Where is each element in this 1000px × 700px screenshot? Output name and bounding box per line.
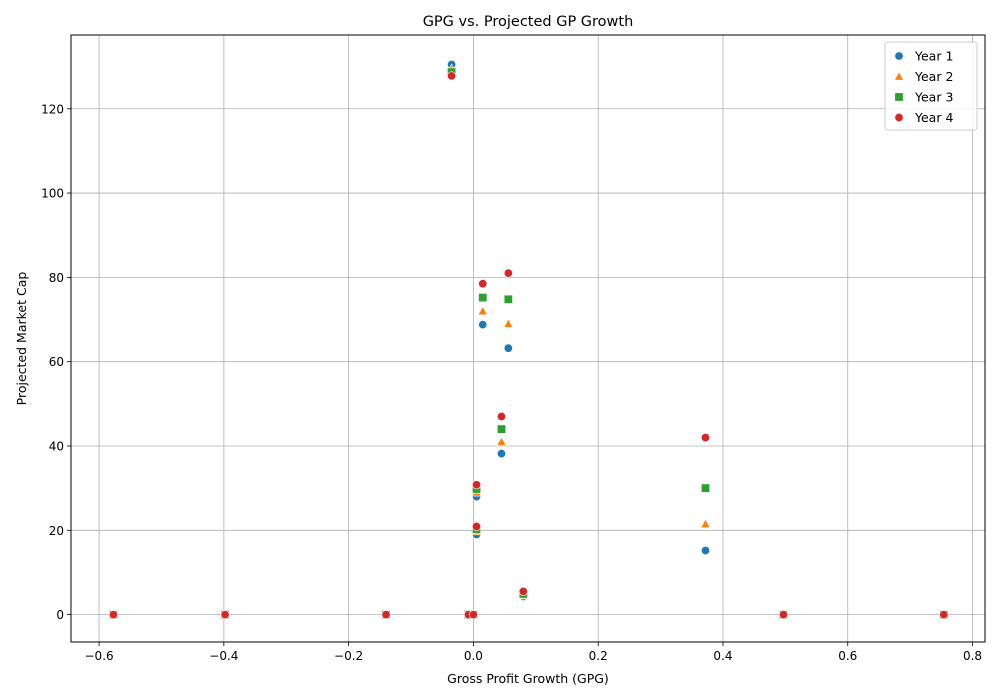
grid-lines (71, 35, 985, 642)
data-point (477, 305, 488, 316)
x-tick-label: 0.0 (464, 649, 483, 663)
x-tick-label: −0.4 (209, 649, 238, 663)
data-point (478, 320, 488, 330)
y-tick-label: 100 (41, 187, 64, 201)
legend-marker (893, 71, 905, 81)
plot-frame (70, 34, 986, 643)
data-point (108, 610, 118, 620)
data-point (503, 343, 513, 353)
y-tick-label: 0 (56, 608, 64, 622)
x-tick-label: 0.4 (713, 649, 732, 663)
data-points (108, 60, 949, 620)
data-point (472, 480, 482, 490)
legend-label: Year 2 (914, 69, 953, 84)
data-point (478, 279, 488, 289)
y-axis-ticks: 0 20 40 60 80 100 120 (41, 102, 71, 622)
legend-marker (894, 113, 904, 123)
legend: Year 1 Year 2 Year 3 Year 4 (884, 41, 978, 131)
chart-title: GPG vs. Projected GP Growth (423, 14, 634, 30)
data-point (496, 449, 506, 459)
data-point (700, 483, 710, 493)
legend-label: Year 1 (914, 49, 953, 64)
data-point (496, 411, 506, 421)
data-point (778, 610, 788, 620)
series-4-points (108, 71, 949, 620)
y-tick-label: 40 (49, 439, 64, 453)
data-point (478, 293, 488, 303)
data-point (939, 610, 949, 620)
data-point (700, 518, 711, 528)
legend-marker (894, 51, 904, 61)
x-axis-ticks: −0.6 −0.4 −0.2 0.0 0.2 0.4 0.6 0.8 (85, 642, 982, 663)
y-tick-label: 120 (41, 102, 64, 116)
x-tick-label: −0.2 (334, 649, 363, 663)
legend-marker (894, 92, 904, 102)
data-point (503, 268, 513, 278)
x-tick-label: −0.6 (85, 649, 114, 663)
x-tick-label: 0.6 (838, 649, 857, 663)
y-axis-label: Projected Market Cap (14, 272, 29, 406)
data-point (496, 424, 506, 434)
data-point (472, 522, 482, 532)
data-point (518, 586, 528, 596)
x-axis-label: Gross Profit Growth (GPG) (447, 671, 609, 686)
y-tick-label: 80 (49, 271, 64, 285)
data-point (503, 318, 514, 328)
data-point (496, 436, 507, 446)
y-tick-label: 60 (49, 355, 64, 369)
data-point (468, 610, 478, 620)
data-point (503, 294, 513, 304)
y-tick-label: 20 (49, 524, 64, 538)
data-point (700, 433, 710, 443)
legend-label: Year 4 (914, 110, 953, 125)
data-point (447, 71, 457, 81)
legend-label: Year 3 (914, 90, 953, 105)
data-point (700, 546, 710, 556)
x-tick-label: 0.2 (589, 649, 608, 663)
data-point (220, 610, 230, 620)
x-tick-label: 0.8 (963, 649, 982, 663)
legend-box (884, 41, 978, 131)
data-point (381, 610, 391, 620)
